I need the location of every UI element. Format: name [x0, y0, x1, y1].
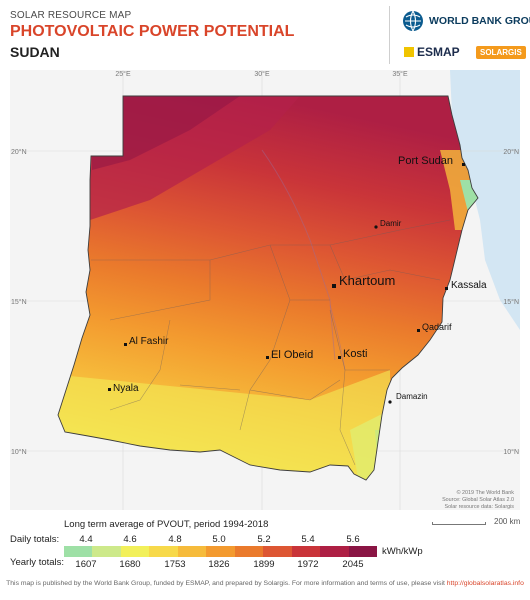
legend-swatch [348, 546, 377, 557]
atlas-link[interactable]: http://globalsolaratlas.info [446, 580, 524, 587]
legend-yearly-label: Yearly totals: [10, 557, 65, 568]
legend-daily-tick: 4.4 [79, 534, 93, 545]
legend-daily-tick: 5.4 [301, 534, 315, 545]
solargis-logo: SOLARGIS [476, 46, 526, 59]
city-damazin: Damazin [388, 392, 428, 404]
city-damir: Damir [374, 219, 402, 229]
legend-yearly-tick: 1607 [75, 559, 97, 570]
svg-text:Solar resource data: Solargis: Solar resource data: Solargis [444, 504, 514, 510]
graticule-labels: 25°E 30°E 35°E 20°N 15°N 10°N 20°N 15°N … [11, 70, 519, 456]
legend-swatch [64, 546, 93, 557]
svg-text:Damazin: Damazin [396, 392, 428, 401]
city-nyala: Nyala [108, 383, 139, 394]
lat-label-15-right: 15°N [503, 298, 519, 306]
lat-label-20-left: 20°N [11, 148, 27, 156]
world-bank-logo-text: WORLD BANK GROUP [429, 15, 530, 27]
scale-label: 200 km [494, 517, 521, 526]
lat-label-20-right: 20°N [503, 148, 519, 156]
globe-icon [403, 10, 423, 32]
map-title: PHOTOVOLTAIC POWER POTENTIAL [10, 23, 295, 40]
legend-yearly-tick: 2045 [342, 559, 364, 570]
city-qadarif: Qadarif [417, 322, 452, 332]
esmap-mark-icon [404, 47, 414, 57]
legend-daily-tick: 5.0 [212, 534, 226, 545]
legend-yearly-tick: 1680 [119, 559, 141, 570]
legend-yearly-tick: 1753 [164, 559, 186, 570]
legend-swatch [263, 546, 292, 557]
legend-swatch [234, 546, 264, 557]
legend-swatch [177, 546, 207, 557]
svg-text:Kassala: Kassala [451, 280, 487, 291]
legend-daily-tick: 4.6 [123, 534, 137, 545]
lat-label-10-left: 10°N [11, 448, 27, 456]
legend-unit: kWh/kWp [382, 546, 423, 557]
city-al-fashir: Al Fashir [124, 336, 169, 347]
legend-yearly-tick: 1972 [297, 559, 319, 570]
svg-text:Source: Global Solar Atlas 2.0: Source: Global Solar Atlas 2.0 [442, 497, 514, 503]
svg-text:Al Fashir: Al Fashir [129, 336, 169, 347]
footer-text: This map is published by the World Bank … [6, 580, 445, 587]
footer-note: This map is published by the World Bank … [0, 580, 530, 587]
svg-text:Nyala: Nyala [113, 383, 139, 394]
legend-swatch [149, 546, 178, 557]
scale-bar [432, 522, 486, 525]
header-divider [389, 6, 390, 64]
legend-daily-tick: 5.6 [346, 534, 360, 545]
internal-borders [91, 219, 451, 466]
svg-text:Khartoum: Khartoum [339, 273, 395, 288]
legend-daily-tick: 4.8 [168, 534, 182, 545]
svg-text:© 2019 The World Bank: © 2019 The World Bank [457, 489, 515, 496]
pvout-map: 25°E 30°E 35°E 20°N 15°N 10°N 20°N 15°N … [10, 70, 520, 510]
lon-label-30: 30°E [254, 70, 270, 78]
city-khartoum: Khartoum [332, 273, 395, 288]
svg-text:El Obeid: El Obeid [271, 349, 313, 361]
map-header: SOLAR RESOURCE MAP PHOTOVOLTAIC POWER PO… [0, 0, 530, 68]
legend-daily-tick: 5.2 [257, 534, 271, 545]
lon-label-25: 25°E [115, 70, 131, 78]
legend-swatch [120, 546, 150, 557]
svg-text:Qadarif: Qadarif [422, 322, 452, 332]
legend-yearly-tick: 1826 [208, 559, 230, 570]
city-kosti: Kosti [338, 348, 367, 360]
legend-swatch [206, 546, 235, 557]
legend-swatch [92, 546, 121, 557]
map-supertitle: SOLAR RESOURCE MAP [10, 10, 132, 21]
red-sea [450, 70, 520, 330]
esmap-logo: ESMAP [404, 45, 460, 59]
cities: Port Sudan Damir Khartoum Kassala Al Fas… [108, 155, 487, 404]
legend-title: Long term average of PVOUT, period 1994-… [64, 519, 269, 530]
lat-label-10-right: 10°N [503, 448, 519, 456]
city-el-obeid: El Obeid [266, 349, 313, 361]
legend-swatch [291, 546, 321, 557]
map-area: 25°E 30°E 35°E 20°N 15°N 10°N 20°N 15°N … [10, 70, 520, 510]
svg-text:Damir: Damir [380, 219, 402, 228]
lon-label-35: 35°E [392, 70, 408, 78]
legend-daily-label: Daily totals: [10, 534, 60, 545]
esmap-logo-text: ESMAP [417, 45, 460, 59]
svg-text:Port Sudan: Port Sudan [398, 155, 453, 167]
svg-text:Kosti: Kosti [343, 348, 367, 360]
lat-label-15-left: 15°N [11, 298, 27, 306]
city-kassala: Kassala [445, 280, 487, 291]
country-name: SUDAN [10, 44, 60, 60]
map-credits: © 2019 The World Bank Source: Global Sol… [442, 489, 514, 510]
city-port-sudan: Port Sudan [398, 155, 465, 167]
world-bank-logo: WORLD BANK GROUP [402, 10, 530, 36]
legend-yearly-tick: 1899 [253, 559, 275, 570]
legend-swatch [320, 546, 349, 557]
legend-color-bar [64, 546, 377, 557]
